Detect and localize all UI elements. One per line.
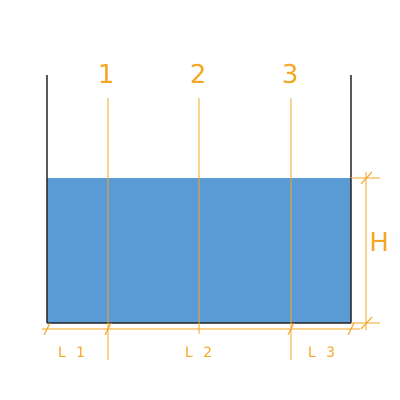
segment-label-l2: L 2 xyxy=(185,345,215,361)
section-label-1: 1 xyxy=(98,60,115,90)
length-tick-3 xyxy=(287,322,295,336)
section-label-2: 2 xyxy=(190,60,207,90)
height-label: H xyxy=(369,228,389,258)
section-label-3: 3 xyxy=(282,60,299,90)
length-tick-1 xyxy=(104,322,112,336)
segment-label-l3: L 3 xyxy=(308,345,338,361)
height-tick-top xyxy=(360,171,373,185)
height-tick-bottom xyxy=(360,316,373,330)
length-tick-right xyxy=(347,322,355,336)
segment-label-l1: L 1 xyxy=(58,345,88,361)
length-tick-left xyxy=(43,322,51,336)
